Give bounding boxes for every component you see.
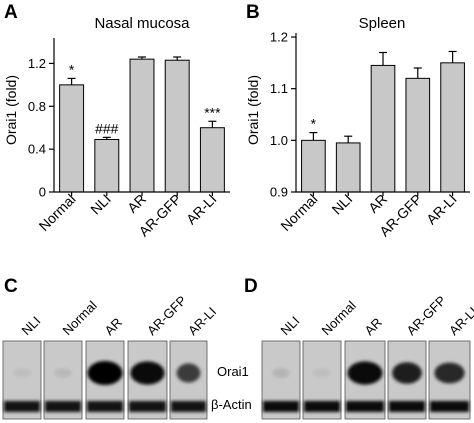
blot-d-orai1-band (392, 362, 422, 384)
chart-b-bar (440, 62, 465, 193)
blot-d-orai1-band (272, 368, 290, 378)
chart-a-bar (59, 84, 85, 193)
blot-c-actin-band (45, 401, 81, 412)
chart-b-significance-label: * (311, 116, 317, 132)
blot-d-actin-band (389, 401, 425, 412)
chart-b-bar (301, 139, 326, 193)
blot-c-lane-label: Normal (60, 298, 100, 338)
blot-d-lane-label: AR-GFP (404, 293, 449, 338)
chart-b-bar (335, 142, 361, 193)
chart-a-bar (94, 139, 120, 193)
chart-a-title: Nasal mucosa (94, 15, 190, 32)
blot-d-orai1-band (313, 368, 331, 378)
blot-c-actin-band (87, 401, 123, 412)
blot-d-actin-band (346, 401, 384, 412)
chart-b-y-tick-label: 0.9 (270, 185, 288, 200)
chart-a-y-tick-label: 0 (39, 185, 46, 200)
chart-a-ylabel: Orai1 (fold) (3, 75, 19, 145)
blot-c-actin-band (4, 401, 40, 412)
chart-a-y-tick-label: 0.8 (28, 99, 46, 114)
chart-a-significance-label: ### (95, 120, 119, 136)
blot-d-orai1-band (434, 362, 465, 384)
chart-b-y-tick-label: 1.1 (270, 81, 288, 96)
chart-b-bar (405, 77, 431, 193)
band-label-orai1: Orai1 (217, 364, 249, 379)
chart-b-bars (301, 50, 465, 193)
chart-a-category-label: AR (124, 191, 149, 216)
chart-b-category-label: AR-LI (423, 191, 460, 228)
chart-a-significance-label: *** (204, 104, 221, 120)
chart-b-bar (370, 64, 396, 193)
blot-c-lane-label: AR-GFP (144, 293, 189, 338)
blot-c-actin-band (171, 401, 206, 412)
chart-a-bars (59, 56, 225, 193)
blot-d-lane-label: NLI (278, 313, 303, 338)
blot-c-lane-label: NLI (19, 313, 44, 338)
band-label-beta-actin: β-Actin (211, 397, 252, 412)
panel-label-a: A (4, 2, 18, 23)
blot-d-actin-band (263, 401, 299, 412)
chart-a-category-label: AR-LI (183, 191, 220, 228)
panel-label-d: D (244, 276, 258, 297)
blot-c-lane-label: AR (102, 315, 125, 338)
panel-label-c: C (4, 276, 18, 297)
chart-b-y-tick-label: 1.2 (270, 30, 288, 45)
blot-c-orai1-band (54, 368, 72, 378)
blot-d-lane-label: AR-LI (446, 304, 474, 338)
blot-d-actin-band (430, 401, 469, 412)
chart-a-significance-label: * (69, 61, 75, 77)
blot-d-lane-label: Normal (319, 298, 359, 338)
chart-a-category-label: NLI (87, 191, 114, 218)
blot-c-lane-label: AR-LI (185, 304, 219, 338)
blot-c-orai1-band (130, 361, 165, 385)
chart-a-y-tick-label: 1.2 (28, 56, 46, 71)
chart-b-category-label: NLI (329, 191, 356, 218)
chart-b-y-tick-label: 1.0 (270, 133, 288, 148)
blot-c-orai1-band (176, 363, 201, 383)
blot-d-lane-label: AR (362, 315, 385, 338)
chart-a-bar (164, 59, 190, 193)
blot-c-orai1-band (13, 368, 31, 378)
chart-a-bar (199, 127, 225, 193)
chart-a-y-tick-label: 0.4 (28, 142, 46, 157)
chart-spleen: Spleen Orai1 (fold) 0.91.01.11.2Normal*N… (245, 15, 470, 240)
chart-nasal-mucosa: Nasal mucosa Orai1 (fold) 00.40.81.2Norm… (3, 15, 230, 240)
blot-d-orai1-band (347, 361, 383, 385)
blot-d-actin-band (304, 401, 340, 412)
chart-b-title: Spleen (359, 15, 406, 32)
chart-b-ylabel: Orai1 (fold) (245, 75, 261, 145)
chart-a-bar (129, 58, 155, 193)
chart-b-category-label: AR (365, 191, 390, 216)
blot-c-orai1-band (87, 361, 123, 385)
blot-c-actin-band (129, 401, 166, 412)
panel-label-b: B (246, 2, 260, 23)
